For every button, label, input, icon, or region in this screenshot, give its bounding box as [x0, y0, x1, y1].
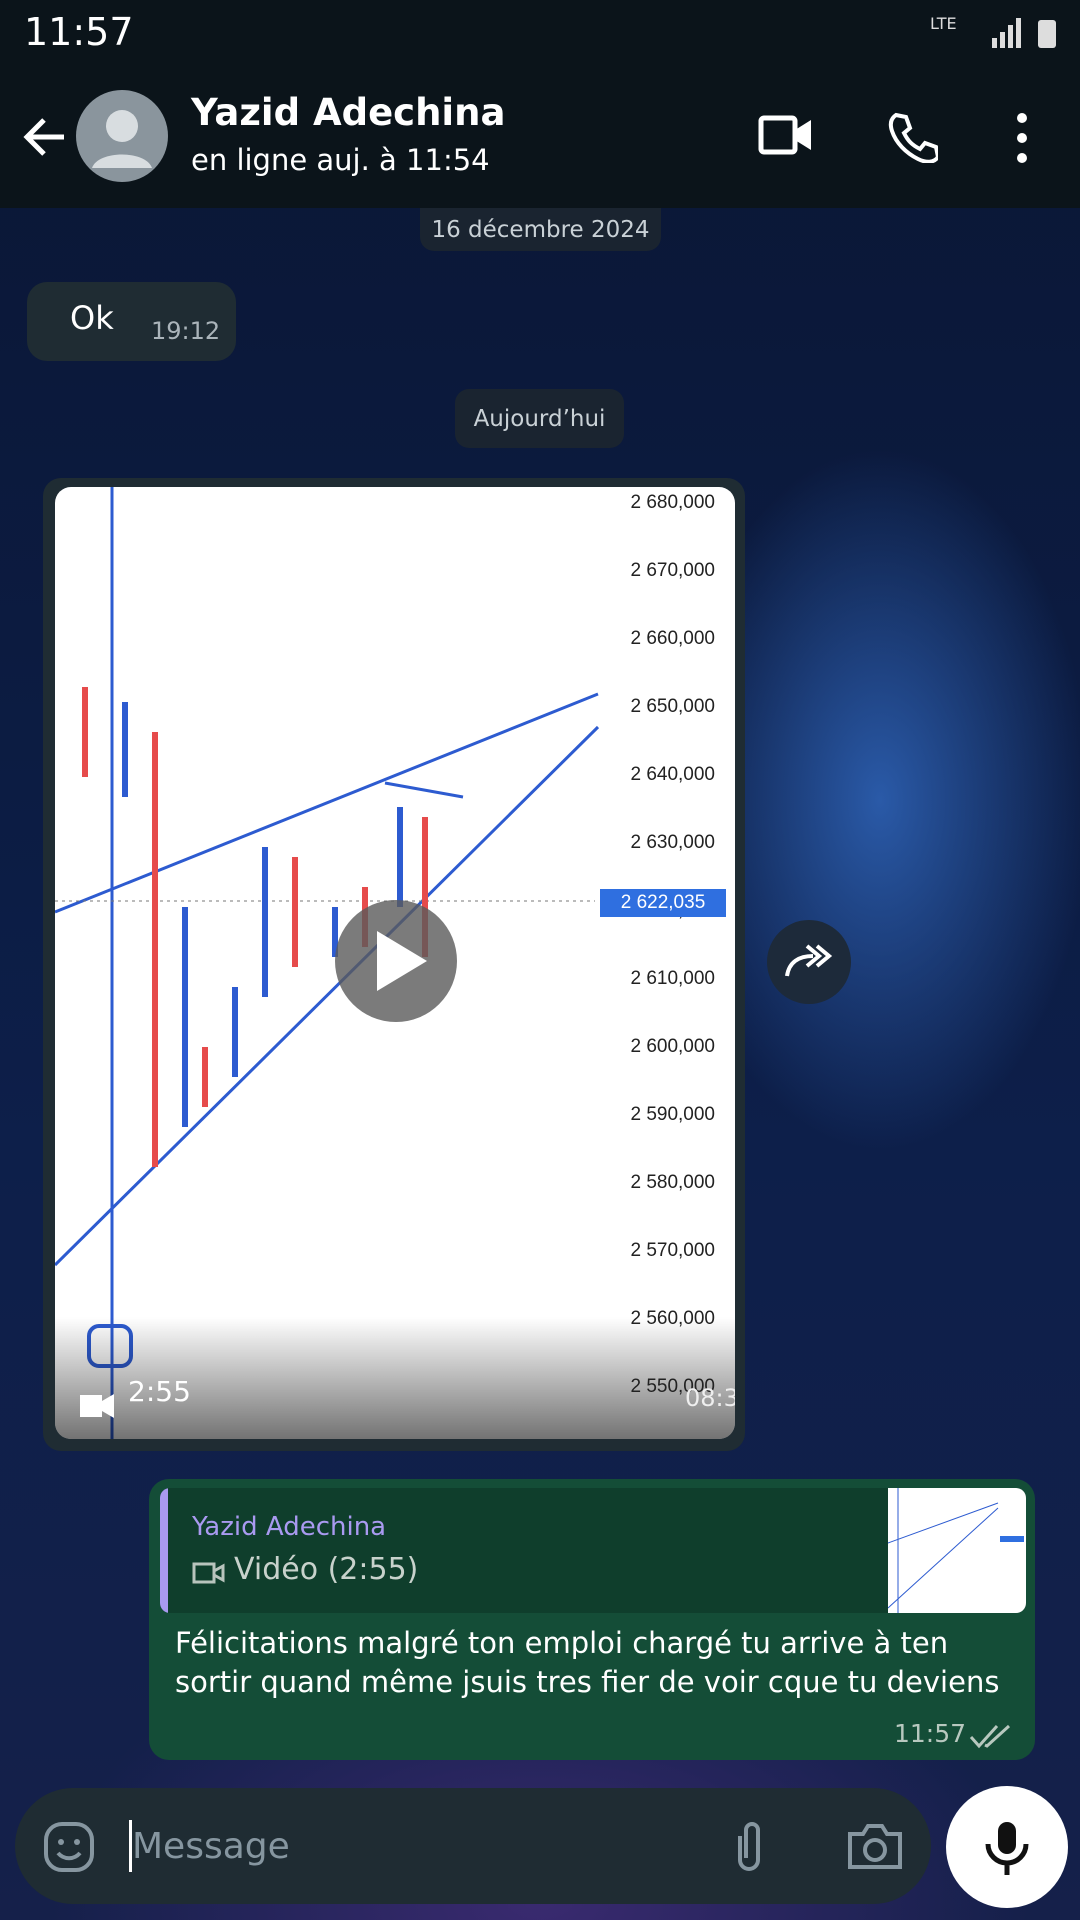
mic-button[interactable] [946, 1786, 1068, 1908]
axis-label: 2 670,000 [630, 560, 715, 581]
axis-label: 2 580,000 [630, 1172, 715, 1193]
status-bar: 11:57 LTE [0, 0, 1080, 67]
clock: 11:57 [24, 10, 134, 54]
signal-battery [992, 18, 1056, 48]
axis-label: 2 680,000 [630, 492, 715, 513]
axis-label: 2 560,000 [630, 1308, 715, 1329]
video-thumbnail[interactable]: 2 680,000 2 670,000 2 660,000 2 650,000 2 64… [55, 487, 735, 1439]
video-duration: 2:55 [128, 1375, 191, 1408]
input-bar: Message [15, 1788, 931, 1904]
price-tag: 2 622,035 [600, 889, 726, 917]
message-text: Félicitations malgré ton emploi chargé t… [175, 1624, 999, 1702]
date-pill: 16 décembre 2024 [420, 208, 661, 251]
contact-status: en ligne auj. à 11:54 [191, 143, 490, 177]
quote-bar [160, 1488, 168, 1613]
reply-author: Yazid Adechina [192, 1512, 387, 1542]
back-button[interactable] [20, 112, 70, 162]
avatar[interactable] [76, 90, 168, 182]
video-message[interactable]: 2 680,000 2 670,000 2 660,000 2 650,000 2 64… [43, 478, 745, 1451]
text-line: sortir quand même jsuis tres fier de voi… [175, 1665, 1000, 1699]
message-time: 19:12 [151, 317, 221, 345]
axis-label: 2 610,000 [630, 968, 715, 989]
voice-call[interactable] [886, 111, 938, 163]
forward-button[interactable] [767, 920, 851, 1004]
menu[interactable] [1012, 110, 1032, 166]
axis-label: 2 570,000 [630, 1240, 715, 1261]
axis-label: 2 660,000 [630, 628, 715, 649]
axis-label: 2 550,000 [630, 1376, 715, 1397]
camera-button[interactable] [847, 1822, 903, 1870]
outgoing-message[interactable]: Yazid Adechina Vidéo (2:55) Félicitation… [149, 1479, 1035, 1760]
chart-image [55, 487, 735, 1439]
axis-label: 2 590,000 [630, 1104, 715, 1125]
date-pill: Aujourd’hui [455, 389, 624, 448]
network: LTE [930, 14, 957, 33]
incoming-message[interactable]: Ok 19:12 [27, 282, 236, 361]
message-input[interactable]: Message [132, 1826, 290, 1867]
axis-label: 2 640,000 [630, 764, 715, 785]
message-text: Ok [70, 299, 114, 337]
axis-label: 2 630,000 [630, 832, 715, 853]
axis-label: 2 600,000 [630, 1036, 715, 1057]
message-time: 11:57 [894, 1719, 967, 1748]
cursor [129, 1820, 132, 1872]
reply-quote[interactable]: Yazid Adechina Vidéo (2:55) [160, 1488, 1026, 1613]
contact-name[interactable]: Yazid Adechina [191, 91, 506, 134]
header: Yazid Adechina en ligne auj. à 11:54 [0, 67, 1080, 208]
axis-label: 2 650,000 [630, 696, 715, 717]
video-call[interactable] [758, 113, 814, 157]
text-line: Félicitations malgré ton emploi chargé t… [175, 1626, 949, 1660]
video-icon [192, 1562, 225, 1584]
attach-button[interactable] [732, 1818, 766, 1874]
reply-label: Vidéo (2:55) [234, 1552, 419, 1587]
read-receipt [969, 1724, 1011, 1749]
emoji-button[interactable] [43, 1821, 95, 1873]
message-time: 08:35 [685, 1384, 735, 1412]
reply-thumbnail [888, 1488, 1026, 1613]
